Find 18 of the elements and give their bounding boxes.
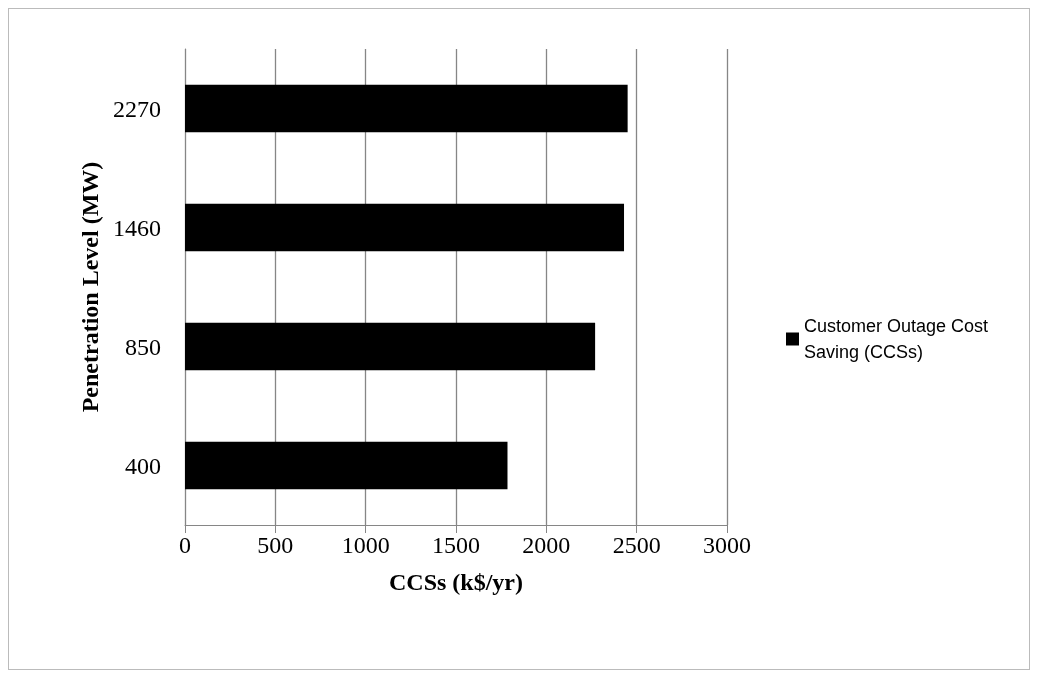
y-tick-label: 1460 <box>113 214 161 241</box>
x-tick-label: 3000 <box>703 532 751 558</box>
x-tick-label: 0 <box>179 532 191 558</box>
x-tick-label: 2500 <box>612 532 661 558</box>
bar <box>185 203 625 252</box>
y-tick-label: 2270 <box>113 95 161 122</box>
x-axis-title: CCSs (k$/yr) <box>388 569 524 595</box>
y-axis-title: Penetration Level (MW) <box>77 161 104 413</box>
x-tick-label: 2000 <box>522 532 571 558</box>
y-tick-label: 850 <box>125 333 161 360</box>
y-tick-label: 400 <box>125 452 161 479</box>
x-tick-label: 500 <box>257 532 294 558</box>
x-tick-label: 1500 <box>432 532 480 558</box>
bar <box>185 84 628 133</box>
bar <box>185 441 508 490</box>
legend-label: Customer Outage Cost Saving (CCSs) <box>804 316 994 362</box>
bar <box>185 322 596 371</box>
x-tick-label: 1000 <box>341 532 390 558</box>
